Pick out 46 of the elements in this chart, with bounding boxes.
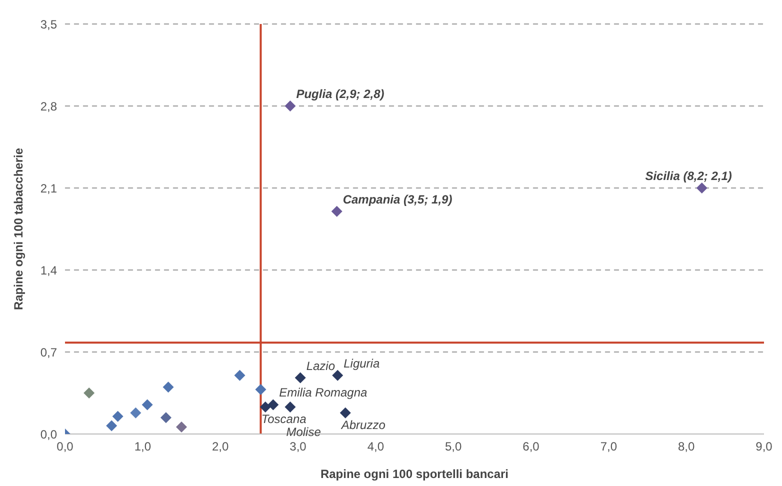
annotation: Toscana (261, 412, 307, 426)
annotation: Abruzzo (340, 418, 386, 432)
annotation: Molise (286, 425, 322, 440)
annotation: Emilia Romagna (279, 386, 368, 400)
annotation: Liguria (344, 356, 380, 370)
x-tick-label: 8,0 (678, 440, 695, 454)
x-tick-label: 1,0 (134, 440, 152, 454)
x-tick-label: 7,0 (600, 440, 618, 454)
y-tick-label: 3,5 (40, 17, 58, 32)
point (234, 370, 246, 381)
point (284, 100, 296, 112)
point (294, 372, 306, 384)
y-tick-label: 2,8 (40, 99, 58, 114)
point (260, 402, 271, 413)
point (142, 399, 153, 410)
x-tick-label: 3,0 (290, 440, 307, 454)
y-tick-label: 2,1 (40, 181, 58, 196)
x-axis-title: Rapine ogni 100 sportelli bancari (320, 467, 509, 481)
annotation: Campania (3,5; 1,9) (342, 192, 452, 206)
point (255, 384, 266, 395)
point (162, 382, 174, 393)
point (106, 420, 118, 432)
point (84, 388, 95, 398)
point (331, 206, 342, 217)
point (268, 399, 279, 410)
y-tick-label: 1,4 (40, 263, 58, 278)
x-tick-label: 0,0 (56, 440, 74, 454)
annotation: Puglia (2,9; 2,8) (296, 87, 384, 101)
x-tick-label: 9,0 (756, 440, 773, 454)
annotation: Sicilia (8,2; 2,1) (645, 169, 732, 183)
x-tick-label: 6,0 (522, 440, 540, 454)
point (112, 410, 124, 422)
point (176, 421, 187, 432)
x-tick-label: 5,0 (444, 440, 462, 454)
y-tick-label: 0,7 (40, 345, 58, 360)
point (340, 407, 351, 418)
point (332, 370, 344, 381)
point (696, 182, 708, 194)
annotation: Lazio (306, 358, 336, 373)
y-axis-title: Rapine ogni 100 tabaccherie (11, 148, 26, 310)
point (160, 412, 172, 424)
x-tick-label: 4,0 (367, 440, 384, 454)
x-tick-label: 2,0 (212, 440, 229, 454)
point (284, 402, 296, 413)
y-tick-label: 0,0 (40, 427, 58, 442)
point (130, 407, 142, 418)
